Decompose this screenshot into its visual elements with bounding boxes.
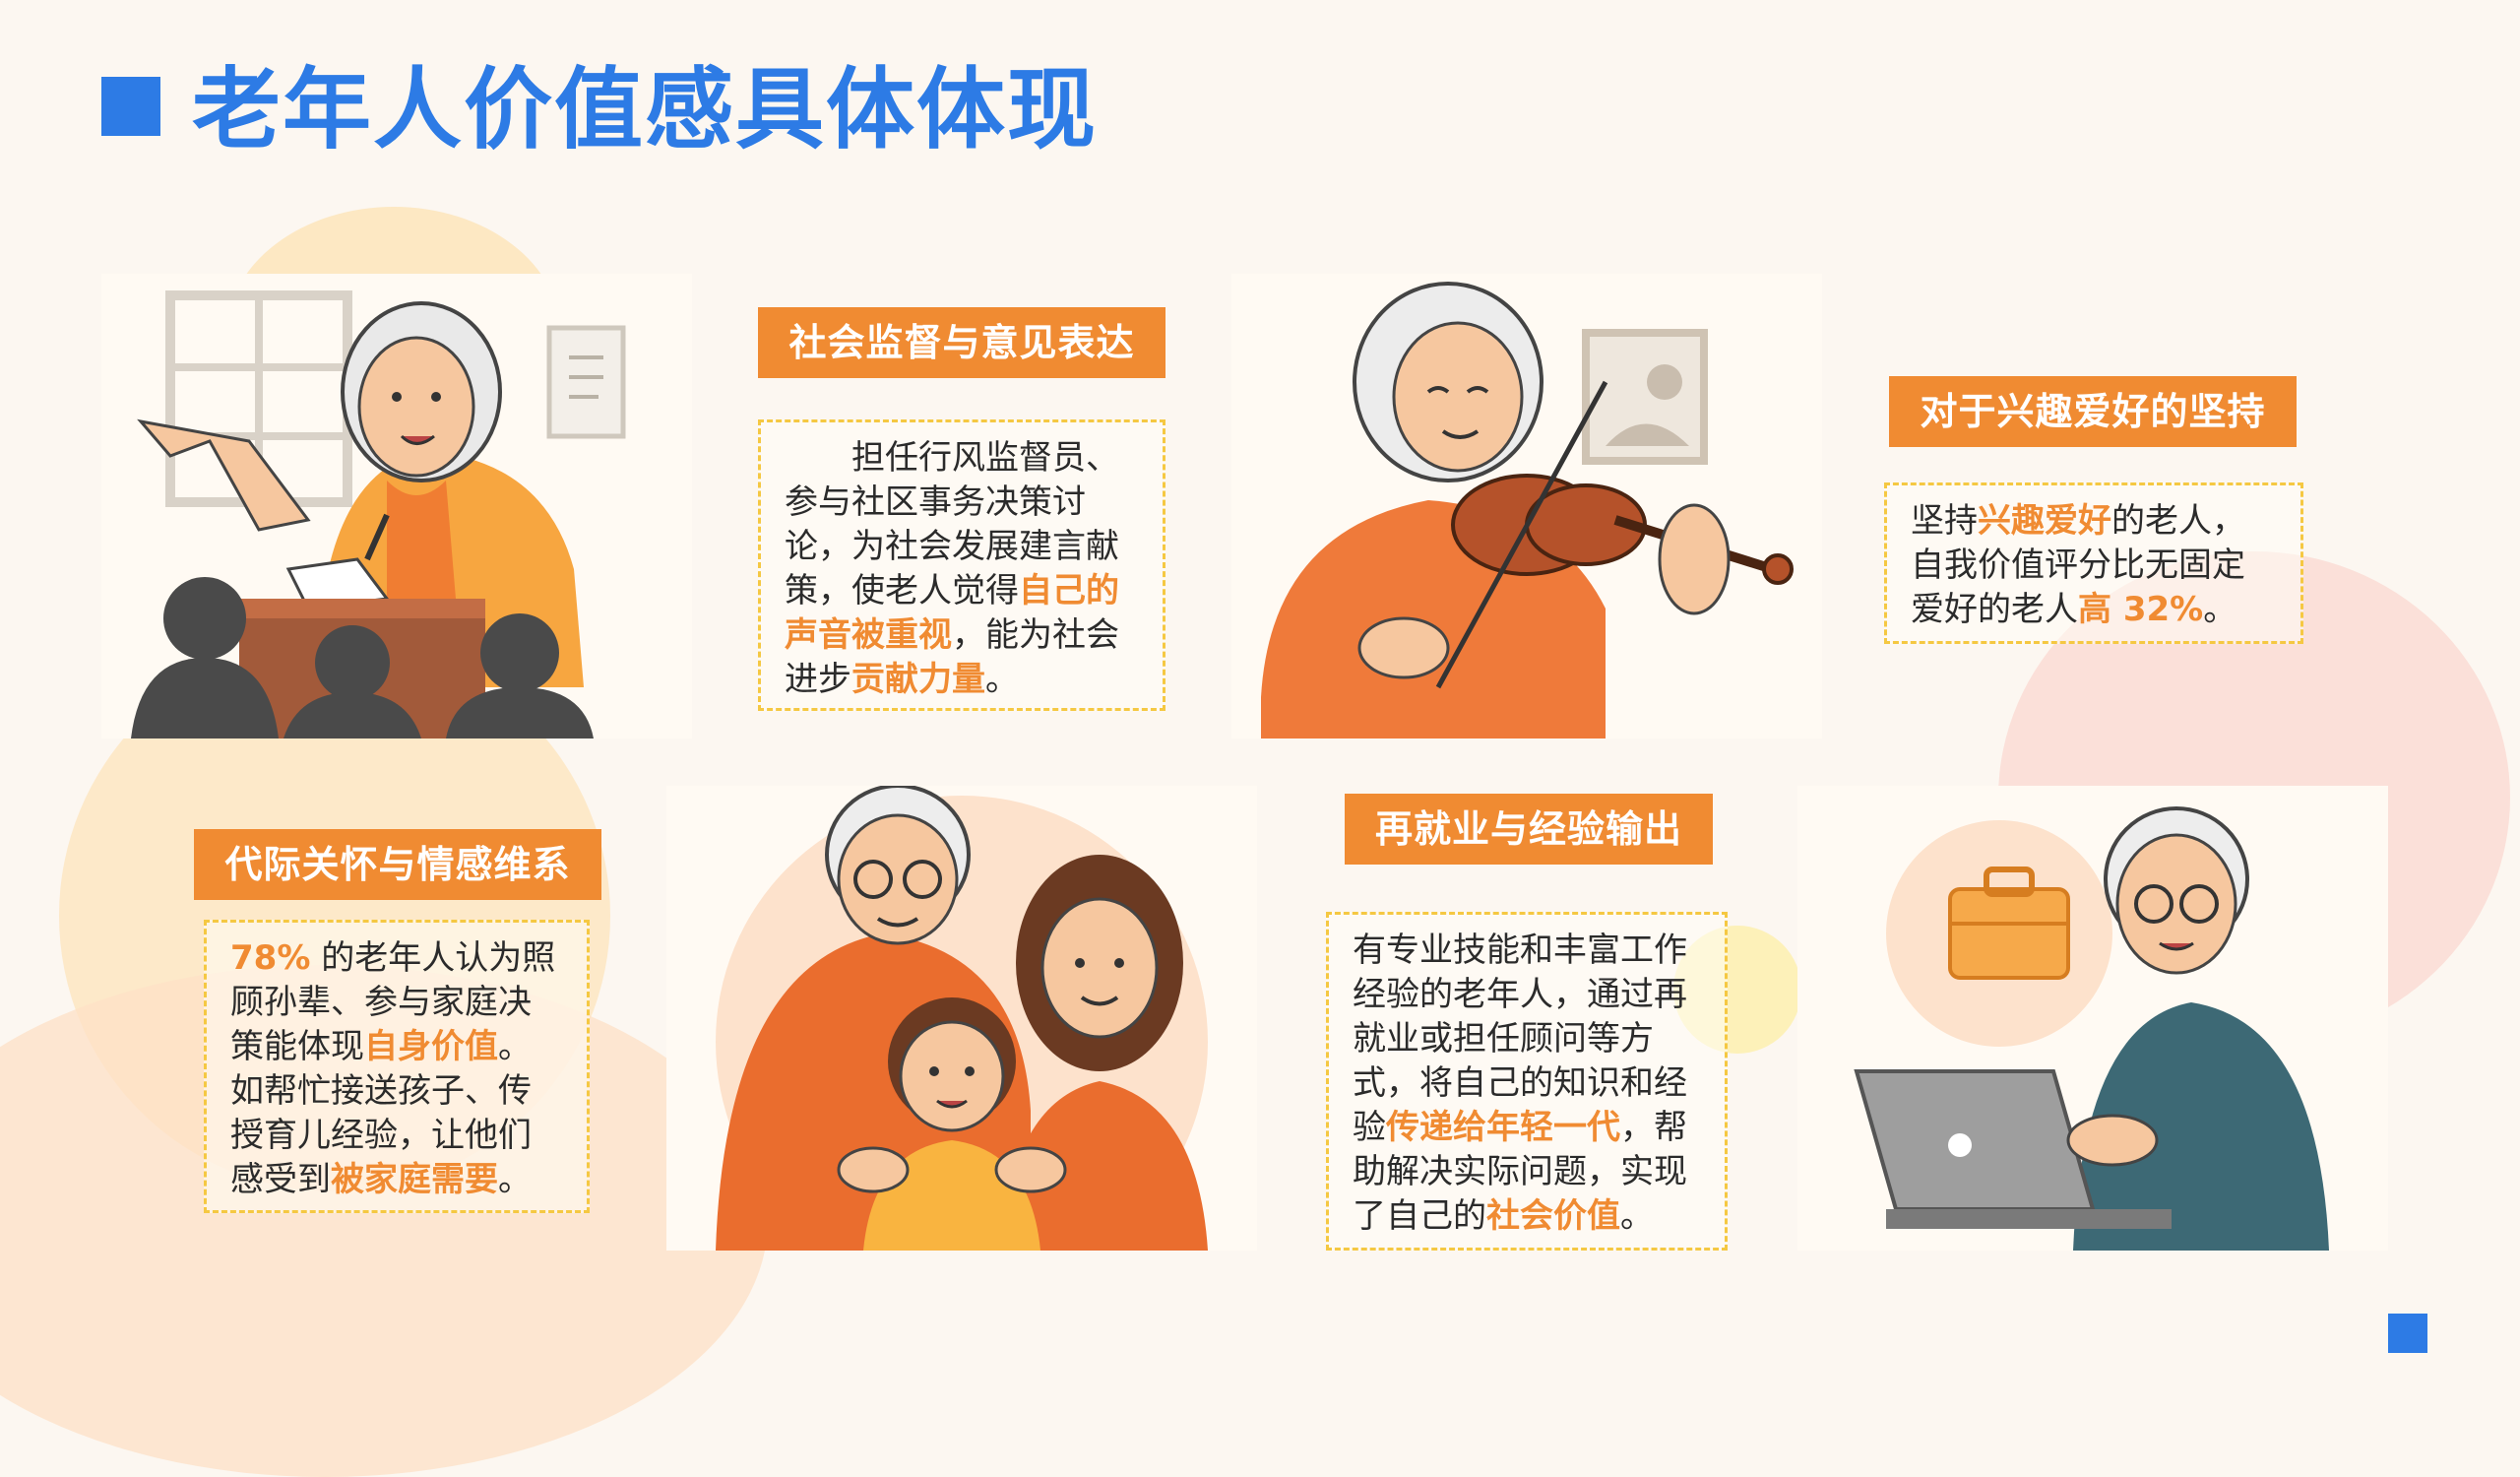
text-reemployment-highlight2: 社会价值	[1486, 1196, 1620, 1236]
text-supervision-highlight1: 自己的声音被重视	[785, 571, 1119, 655]
text-family-part1: 的老年人认为照顾孙辈、参与家庭决策能体现	[230, 938, 556, 1066]
corner-marker	[2388, 1314, 2427, 1353]
text-family-highlight2: 被家庭需要	[331, 1160, 498, 1199]
laptop-illustration	[1797, 786, 2388, 1251]
text-family-highlight1: 自身价值	[364, 1027, 498, 1066]
text-hobby-end: 。	[2203, 590, 2237, 629]
text-hobby-highlight1: 兴趣爱好	[1978, 501, 2111, 541]
speaker-illustration	[101, 274, 692, 738]
label-supervision: 社会监督与意见表达	[758, 307, 1166, 378]
label-family: 代际关怀与情感维系	[194, 829, 601, 900]
text-supervision: 担任行风监督员、参与社区事务决策讨论，为社会发展建言献策，使老人觉得自己的声音被…	[758, 419, 1166, 711]
label-hobby: 对于兴趣爱好的坚持	[1889, 376, 2297, 447]
page-title: 老年人价值感具体体现	[192, 58, 1098, 161]
text-family: 78% 的老年人认为照顾孙辈、参与家庭决策能体现自身价值。如帮忙接送孩子、传授育…	[204, 920, 590, 1213]
text-reemployment-highlight1: 传递给年轻一代	[1386, 1108, 1620, 1147]
label-reemployment: 再就业与经验输出	[1345, 794, 1713, 865]
text-reemployment: 有专业技能和丰富工作经验的老年人，通过再就业或担任顾问等方式，将自己的知识和经验…	[1326, 912, 1728, 1251]
title-marker	[101, 77, 160, 136]
text-family-end: 。	[498, 1160, 532, 1199]
text-supervision-end: 。	[985, 660, 1019, 699]
violin-illustration	[1231, 274, 1822, 738]
text-reemployment-part2: ，帮助解决实际问题，实现了自己的	[1353, 1108, 1687, 1236]
family-illustration	[666, 786, 1257, 1251]
text-hobby: 坚持兴趣爱好的老人，自我价值评分比无固定爱好的老人高 32%。	[1884, 482, 2303, 644]
text-hobby-part2: 的老人，自我价值评分比无固定爱好的老人	[1911, 501, 2245, 629]
text-supervision-part2: ，能为社会进步	[785, 615, 1119, 699]
text-supervision-highlight2: 贡献力量	[851, 660, 985, 699]
text-reemployment-part1: 有专业技能和丰富工作经验的老年人，通过再就业或担任顾问等方式，将自己的知识和经验	[1353, 931, 1687, 1147]
text-family-highlight-percent: 78%	[230, 938, 311, 978]
text-family-part2: 。如帮忙接送孩子、传授育儿经验，让他们感受到	[230, 1027, 532, 1199]
text-reemployment-end: 。	[1620, 1196, 1654, 1236]
text-hobby-part1: 坚持	[1911, 501, 1978, 541]
text-supervision-part1: 担任行风监督员、参与社区事务决策讨论，为社会发展建言献策，使老人觉得	[785, 438, 1119, 610]
text-hobby-highlight2: 高 32%	[2078, 590, 2204, 629]
